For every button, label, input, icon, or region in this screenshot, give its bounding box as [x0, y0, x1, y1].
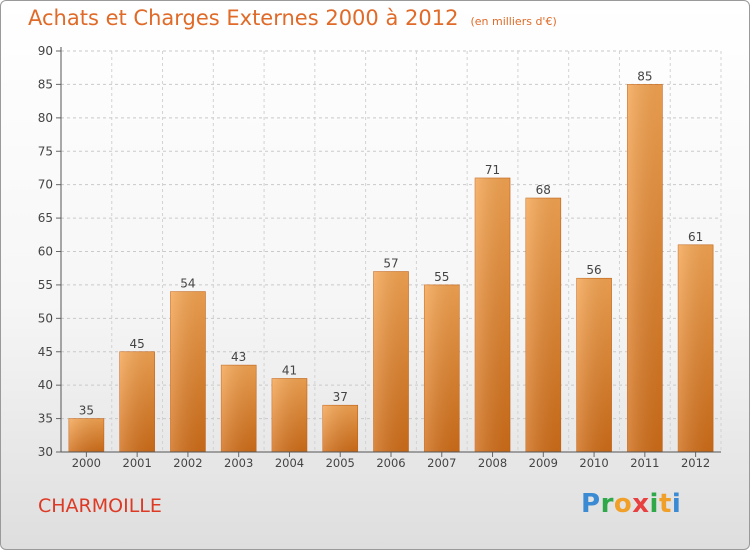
x-tick-label: 2007	[427, 456, 456, 470]
bar-value-label: 61	[688, 230, 703, 244]
x-tick-label: 2005	[326, 456, 355, 470]
x-tick-label: 2000	[72, 456, 101, 470]
bar-value-label: 35	[79, 404, 94, 418]
bar-sheen	[271, 378, 307, 452]
proxiti-logo[interactable]: Proxiti	[581, 489, 681, 519]
bar-value-label: 43	[231, 350, 246, 364]
logo-letter: t	[658, 489, 672, 519]
x-tick-label: 2008	[478, 456, 507, 470]
y-tick-label: 60	[38, 245, 53, 259]
bar-sheen	[170, 291, 206, 452]
chart-title: Achats et Charges Externes 2000 à 2012	[28, 6, 459, 30]
x-tick-label: 2009	[529, 456, 558, 470]
bar-value-label: 45	[130, 337, 145, 351]
y-tick-label: 75	[38, 144, 53, 158]
bar-sheen	[678, 244, 714, 452]
x-tick-label: 2002	[173, 456, 202, 470]
y-tick-label: 65	[38, 211, 53, 225]
y-tick-label: 50	[38, 311, 53, 325]
logo-letter: i	[671, 489, 682, 519]
bar-value-label: 56	[586, 263, 601, 277]
bar-sheen	[424, 284, 460, 452]
y-tick-label: 80	[38, 111, 53, 125]
y-tick-label: 30	[38, 445, 53, 459]
chart-unit: (en milliers d'€)	[470, 15, 557, 28]
bar-value-label: 85	[637, 69, 652, 83]
bars: 35 45 54 43 41 37 57 55 71 68 56 85 61	[68, 69, 714, 453]
logo-letter: x	[632, 489, 650, 519]
axes: 30 35 40 45 50 55 60 65 70 75 80 85 90 2000 2001 2002 20…	[38, 44, 721, 470]
logo-letter: o	[613, 489, 633, 519]
x-tick-label: 2011	[630, 456, 659, 470]
y-tick-label: 55	[38, 278, 53, 292]
x-tick-label: 2001	[123, 456, 152, 470]
x-tick-label: 2004	[275, 456, 304, 470]
bar-sheen	[627, 84, 663, 453]
y-tick-label: 35	[38, 412, 53, 426]
y-tick-label: 40	[38, 378, 53, 392]
bar-sheen	[322, 405, 358, 452]
bar-value-label: 41	[282, 363, 297, 377]
y-tick-label: 70	[38, 178, 53, 192]
bar-value-label: 71	[485, 163, 500, 177]
y-tick-label: 90	[38, 44, 53, 58]
y-tick-label: 45	[38, 345, 53, 359]
bar-value-label: 37	[333, 390, 348, 404]
logo-letter: r	[600, 489, 614, 519]
chart-title-block: Achats et Charges Externes 2000 à 2012 (e…	[28, 6, 557, 30]
bar-value-label: 54	[180, 277, 195, 291]
bar-sheen	[119, 351, 155, 452]
bar-sheen	[373, 271, 409, 452]
bar-sheen	[221, 365, 257, 452]
x-tick-label: 2012	[681, 456, 710, 470]
x-tick-label: 2003	[224, 456, 253, 470]
bar-value-label: 55	[434, 270, 449, 284]
y-tick-label: 85	[38, 77, 53, 91]
bar-sheen	[576, 278, 612, 452]
x-tick-label: 2010	[579, 456, 608, 470]
bar-sheen	[68, 418, 104, 452]
bar-sheen	[475, 177, 511, 452]
commune-name: CHARMOILLE	[38, 495, 162, 517]
logo-letter: P	[581, 489, 601, 519]
bar-sheen	[525, 198, 561, 452]
bar-value-label: 57	[383, 257, 398, 271]
x-tick-label: 2006	[376, 456, 405, 470]
logo-letter: i	[649, 489, 659, 519]
bar-value-label: 68	[536, 183, 551, 197]
